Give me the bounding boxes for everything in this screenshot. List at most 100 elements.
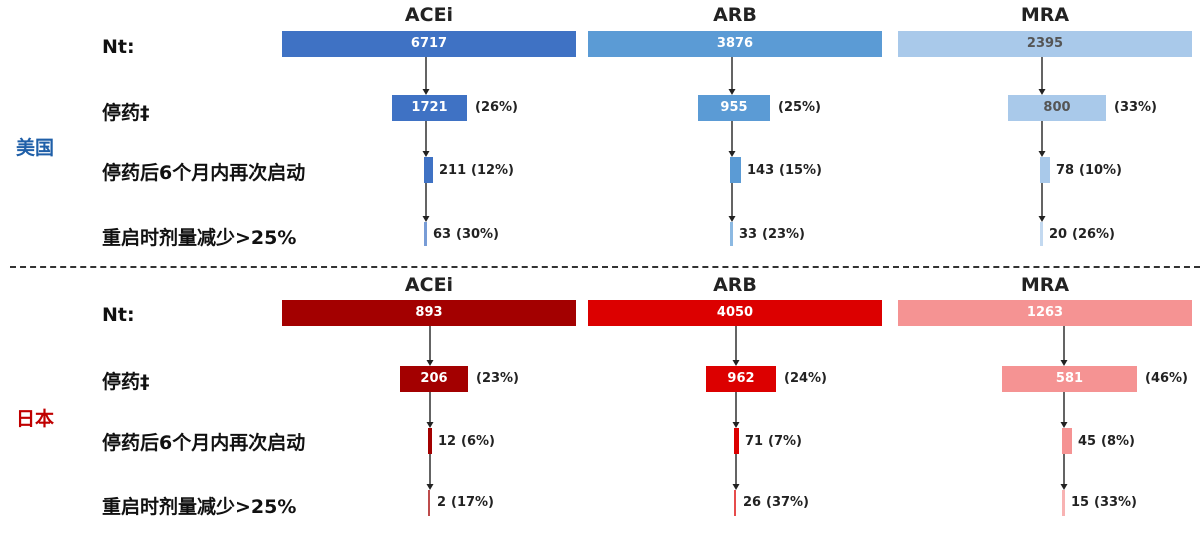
stopped-pct-mra-jp: (46%): [1145, 371, 1188, 386]
reduced-pct-arb-jp: (37%): [766, 495, 809, 510]
bar-n-value-acei-jp: 893: [415, 305, 443, 320]
reduced-value-mra-jp: 15: [1071, 495, 1090, 510]
bar-n-arb-jp: [588, 300, 882, 326]
bar-n-value-mra-us: 2395: [1026, 36, 1064, 51]
column-header-arb-jp: ARB: [713, 274, 757, 296]
stopped-pct-acei-us: (26%): [475, 100, 518, 115]
restart-value-acei-jp: 12: [438, 434, 457, 449]
arrow-n-stopped-arb-jp-head: [732, 360, 740, 366]
row-label-n-jp: Nt:: [102, 304, 135, 326]
reduced-pct-acei-jp: (17%): [451, 495, 494, 510]
region-divider: [10, 266, 1200, 268]
bar-n-value-acei-us: 6717: [410, 36, 448, 51]
arrow-stopped-restart-mra-jp-head: [1060, 422, 1068, 428]
restart-value-mra-jp: 45: [1078, 434, 1097, 449]
bar-reduced-mra-jp: [1062, 490, 1065, 516]
arrow-stopped-restart-mra-us-head: [1038, 151, 1046, 157]
bar-reduced-acei-jp: [428, 490, 430, 516]
bar-reduced-arb-jp: [734, 490, 736, 516]
bar-stopped-value-mra-us: 800: [1043, 100, 1071, 115]
reduced-pct-arb-us: (23%): [762, 227, 805, 242]
stopped-pct-mra-us: (33%): [1114, 100, 1157, 115]
row-label-stopped-jp: 停药‡: [102, 371, 150, 393]
arrow-n-stopped-acei-us-head: [422, 89, 430, 95]
bar-restart-acei-us: [424, 157, 433, 183]
restart-value-arb-jp: 71: [745, 434, 764, 449]
arrow-n-stopped-mra-jp-head: [1060, 360, 1068, 366]
reduced-value-arb-jp: 26: [743, 495, 762, 510]
row-label-n-us: Nt:: [102, 36, 135, 58]
row-label-reduced-us: 重启时剂量减少>25%: [102, 227, 297, 249]
bar-restart-arb-us: [730, 157, 741, 183]
bar-n-value-arb-jp: 4050: [716, 305, 754, 320]
bar-stopped-mra-jp: [1002, 366, 1137, 392]
restart-value-mra-us: 78: [1056, 163, 1075, 178]
bar-stopped-value-acei-jp: 206: [420, 371, 448, 386]
arrow-restart-reduced-arb-us-head: [728, 216, 736, 222]
bar-restart-mra-jp: [1062, 428, 1072, 454]
bar-stopped-value-arb-us: 955: [720, 100, 748, 115]
column-header-acei-jp: ACEi: [404, 274, 454, 296]
restart-pct-mra-us: (10%): [1079, 163, 1122, 178]
column-header-mra-us: MRA: [1020, 4, 1070, 26]
arrow-restart-reduced-arb-jp-head: [732, 484, 740, 490]
arrow-stopped-restart-acei-jp-head: [426, 422, 434, 428]
row-label-reduced-jp: 重启时剂量减少>25%: [102, 496, 297, 518]
column-header-mra-jp: MRA: [1020, 274, 1070, 296]
bar-n-value-arb-us: 3876: [716, 36, 754, 51]
reduced-value-arb-us: 33: [739, 227, 758, 242]
arrow-n-stopped-acei-jp-head: [426, 360, 434, 366]
bar-n-acei-jp: [282, 300, 576, 326]
bar-n-arb-us: [588, 31, 882, 57]
arrow-restart-reduced-acei-us-head: [422, 216, 430, 222]
bar-n-mra-jp: [898, 300, 1192, 326]
region-label-us: 美国: [16, 137, 55, 159]
stopped-pct-acei-jp: (23%): [476, 371, 519, 386]
region-label-japan: 日本: [16, 408, 55, 430]
bar-stopped-value-mra-jp: 581: [1055, 371, 1084, 386]
row-label-restart-jp: 停药后6个月内再次启动: [102, 432, 306, 454]
bar-stopped-acei-us: [392, 95, 467, 121]
restart-value-acei-us: 211: [439, 163, 467, 178]
arrow-restart-reduced-mra-jp-head: [1060, 484, 1068, 490]
bar-stopped-value-arb-jp: 962: [727, 371, 755, 386]
restart-pct-acei-jp: (6%): [461, 434, 495, 449]
arrow-stopped-restart-arb-jp-head: [732, 422, 740, 428]
bar-restart-acei-jp: [428, 428, 432, 454]
row-label-stopped-us: 停药‡: [102, 102, 150, 124]
restart-pct-arb-jp: (7%): [768, 434, 802, 449]
bar-restart-arb-jp: [734, 428, 739, 454]
bar-n-value-mra-jp: 1263: [1026, 305, 1064, 320]
restart-pct-acei-us: (12%): [471, 163, 514, 178]
arrow-stopped-restart-acei-us-head: [422, 151, 430, 157]
bar-reduced-arb-us: [730, 222, 733, 246]
arrow-restart-reduced-acei-jp-head: [426, 484, 434, 490]
bar-stopped-value-acei-us: 1721: [411, 100, 448, 115]
reduced-pct-acei-us: (30%): [456, 227, 499, 242]
restart-pct-arb-us: (15%): [779, 163, 822, 178]
bar-n-mra-us: [898, 31, 1192, 57]
reduced-pct-mra-us: (26%): [1072, 227, 1115, 242]
arrow-n-stopped-arb-us-head: [728, 89, 736, 95]
arrow-restart-reduced-mra-us-head: [1038, 216, 1046, 222]
bar-n-acei-us: [282, 31, 576, 57]
bar-restart-mra-us: [1040, 157, 1050, 183]
stopped-pct-arb-jp: (24%): [784, 371, 827, 386]
bar-stopped-acei-jp: [400, 366, 468, 392]
arrow-stopped-restart-arb-us-head: [728, 151, 736, 157]
bar-stopped-arb-jp: [706, 366, 776, 392]
restart-value-arb-us: 143: [747, 163, 775, 178]
stopped-pct-arb-us: (25%): [778, 100, 821, 115]
reduced-value-mra-us: 20: [1049, 227, 1068, 242]
reduced-pct-mra-jp: (33%): [1094, 495, 1137, 510]
restart-pct-mra-jp: (8%): [1101, 434, 1135, 449]
bar-reduced-mra-us: [1040, 222, 1043, 246]
column-header-acei-us: ACEi: [404, 4, 454, 26]
column-header-arb-us: ARB: [713, 4, 757, 26]
reduced-value-acei-jp: 2: [437, 495, 447, 510]
bar-stopped-arb-us: [698, 95, 770, 121]
reduced-value-acei-us: 63: [433, 227, 452, 242]
row-label-restart-us: 停药后6个月内再次启动: [102, 162, 306, 184]
